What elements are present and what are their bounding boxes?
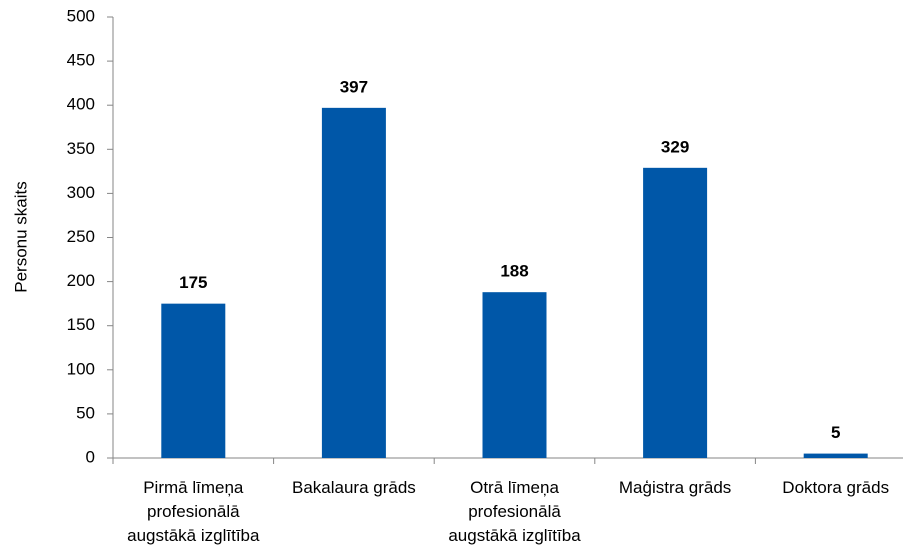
bar xyxy=(321,107,386,458)
value-label: 175 xyxy=(179,273,207,292)
bar xyxy=(482,292,547,458)
y-tick-label: 250 xyxy=(67,227,95,246)
y-tick-label: 400 xyxy=(67,95,95,114)
x-tick-label: Doktora grāds xyxy=(782,478,890,497)
x-tick-label: Bakalaura grāds xyxy=(291,478,416,497)
y-axis-label: Personu skaits xyxy=(11,181,30,293)
bar xyxy=(643,167,708,458)
x-tick-label: Maģistra grāds xyxy=(618,478,732,497)
y-tick-label: 300 xyxy=(67,183,95,202)
y-tick-label: 350 xyxy=(67,139,95,158)
bar xyxy=(161,303,226,458)
value-label: 188 xyxy=(500,262,528,281)
y-tick-label: 200 xyxy=(67,271,95,290)
value-label: 329 xyxy=(661,137,689,156)
x-tick-label: Otrā līmeņa profesionālā augstākā izglīt… xyxy=(448,478,581,545)
y-tick-label: 450 xyxy=(67,51,95,70)
value-label: 397 xyxy=(340,77,368,96)
value-label: 5 xyxy=(831,423,840,442)
bar xyxy=(803,453,868,458)
y-tick-label: 0 xyxy=(86,447,95,466)
x-tick-label: Pirmā līmeņa profesionālā augstākā izglī… xyxy=(127,478,260,545)
y-tick-label: 150 xyxy=(67,315,95,334)
y-tick-label: 100 xyxy=(67,359,95,378)
y-tick-label: 50 xyxy=(76,403,95,422)
y-tick-label: 500 xyxy=(67,6,95,25)
